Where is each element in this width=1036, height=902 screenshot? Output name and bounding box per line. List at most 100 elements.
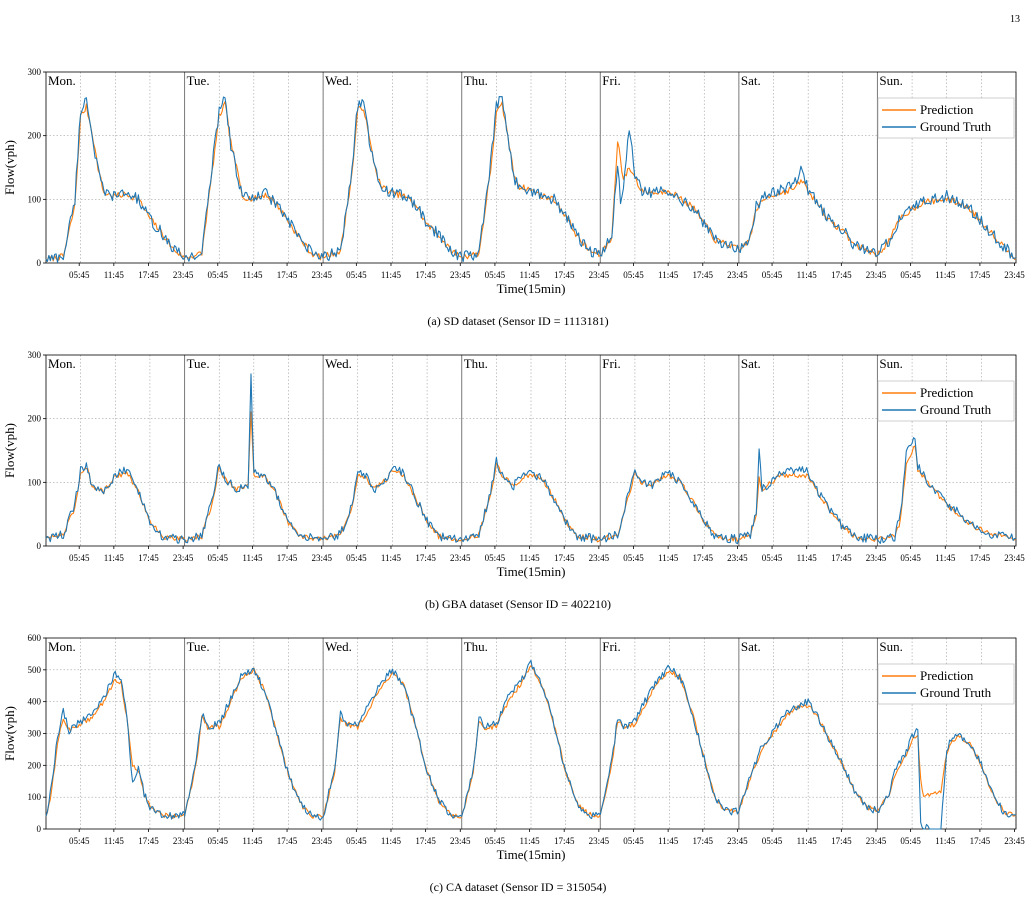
x-tick-label: 11:45 xyxy=(104,836,125,846)
x-tick-label: 17:45 xyxy=(831,270,852,280)
x-tick-label: 05:45 xyxy=(208,836,229,846)
plot-frame xyxy=(45,71,1017,264)
x-tick-label: 11:45 xyxy=(935,553,956,563)
x-tick-label: 11:45 xyxy=(519,270,540,280)
x-tick-label: 17:45 xyxy=(415,553,436,563)
x-tick-label: 11:45 xyxy=(935,836,956,846)
x-tick-label: 17:45 xyxy=(970,553,991,563)
day-label: Wed. xyxy=(325,73,352,88)
x-tick-label: 17:45 xyxy=(693,553,714,563)
legend-box xyxy=(877,97,1015,139)
legend-entry: Ground Truth xyxy=(920,119,992,134)
x-tick-label: 11:45 xyxy=(519,553,540,563)
y-tick-label: 200 xyxy=(28,760,42,770)
x-tick-label: 23:45 xyxy=(866,270,887,280)
x-axis-label: Time(15min) xyxy=(497,564,566,579)
x-tick-label: 05:45 xyxy=(485,836,506,846)
x-tick-label: 05:45 xyxy=(900,553,921,563)
x-tick-label: 17:45 xyxy=(554,553,575,563)
x-tick-label: 17:45 xyxy=(693,836,714,846)
x-tick-label: 05:45 xyxy=(900,270,921,280)
x-tick-label: 23:45 xyxy=(450,836,471,846)
day-label: Thu. xyxy=(464,356,488,371)
x-tick-label: 11:45 xyxy=(381,836,402,846)
x-axis-label: Time(15min) xyxy=(497,847,566,862)
legend-entry: Prediction xyxy=(920,668,974,683)
day-label: Mon. xyxy=(48,639,76,654)
x-tick-label: 11:45 xyxy=(242,553,263,563)
x-tick-label: 23:45 xyxy=(866,553,887,563)
x-tick-label: 23:45 xyxy=(727,270,748,280)
x-tick-label: 23:45 xyxy=(173,553,194,563)
x-tick-label: 17:45 xyxy=(831,553,852,563)
x-tick-label: 23:45 xyxy=(311,836,332,846)
x-tick-label: 05:45 xyxy=(762,553,783,563)
x-tick-label: 11:45 xyxy=(797,270,818,280)
x-tick-label: 17:45 xyxy=(970,270,991,280)
x-tick-label: 23:45 xyxy=(727,836,748,846)
series-line-ground-truth xyxy=(45,659,1017,830)
y-tick-label: 200 xyxy=(28,414,42,424)
series-line-prediction xyxy=(45,411,1017,543)
x-tick-label: 23:45 xyxy=(866,836,887,846)
caption-sd-dataset: (a) SD dataset (Sensor ID = 1113181) xyxy=(427,314,609,328)
grid xyxy=(46,638,1017,829)
day-label: Sat. xyxy=(741,356,761,371)
grid xyxy=(46,355,1017,546)
day-label: Tue. xyxy=(187,356,210,371)
y-axis-label: Flow(vph) xyxy=(2,706,17,761)
day-label: Fri. xyxy=(602,356,620,371)
x-tick-label: 11:45 xyxy=(242,270,263,280)
x-tick-label: 23:45 xyxy=(727,553,748,563)
x-tick-label: 05:45 xyxy=(623,836,644,846)
caption-gba-dataset: (b) GBA dataset (Sensor ID = 402210) xyxy=(424,597,612,611)
day-label: Fri. xyxy=(602,73,620,88)
legend: Prediction Ground Truth xyxy=(877,97,1015,139)
x-tick-label: 05:45 xyxy=(208,553,229,563)
y-tick-label: 300 xyxy=(28,350,42,360)
x-tick-label: 17:45 xyxy=(277,836,298,846)
x-tick-label: 11:45 xyxy=(658,270,679,280)
x-tick-label: 23:45 xyxy=(1004,553,1025,563)
legend-entry: Prediction xyxy=(920,385,974,400)
x-tick-label: 23:45 xyxy=(450,270,471,280)
x-tick-label: 05:45 xyxy=(900,836,921,846)
day-label: Sun. xyxy=(879,356,902,371)
chart-ca-dataset: Mon. Tue. Wed. Thu. Fri. Sat. Sun. 0 100 200 300 40… xyxy=(2,633,1025,862)
x-tick-label: 05:45 xyxy=(762,836,783,846)
x-tick-label: 05:45 xyxy=(69,270,90,280)
legend-entry: Ground Truth xyxy=(920,402,992,417)
x-tick-label: 17:45 xyxy=(277,553,298,563)
page-number: 13 xyxy=(1010,14,1020,25)
x-tick-label: 05:45 xyxy=(623,553,644,563)
x-axis-label: Time(15min) xyxy=(497,281,566,296)
y-tick-label: 0 xyxy=(37,258,42,268)
y-axis-label: Flow(vph) xyxy=(2,140,17,195)
day-label: Thu. xyxy=(464,639,488,654)
caption-ca-dataset: (c) CA dataset (Sensor ID = 315054) xyxy=(429,880,607,894)
x-tick-label: 05:45 xyxy=(69,553,90,563)
x-tick-label: 17:45 xyxy=(138,553,159,563)
day-label: Mon. xyxy=(48,73,76,88)
x-tick-label: 17:45 xyxy=(138,836,159,846)
x-tick-label: 17:45 xyxy=(415,270,436,280)
day-label: Tue. xyxy=(187,639,210,654)
day-label: Sun. xyxy=(879,73,902,88)
series-line-prediction xyxy=(45,665,1017,819)
day-label: Sat. xyxy=(741,73,761,88)
x-tick-label: 17:45 xyxy=(277,270,298,280)
y-tick-label: 500 xyxy=(28,665,42,675)
chart-gba-dataset: Mon. Tue. Wed. Thu. Fri. Sat. Sun. 0 100 200 300 05… xyxy=(2,350,1025,579)
x-tick-label: 05:45 xyxy=(485,270,506,280)
y-tick-label: 100 xyxy=(28,194,42,204)
y-tick-label: 100 xyxy=(28,477,42,487)
x-tick-label: 17:45 xyxy=(693,270,714,280)
x-tick-label: 05:45 xyxy=(346,836,367,846)
y-tick-label: 300 xyxy=(28,67,42,77)
day-label: Mon. xyxy=(48,356,76,371)
x-tick-label: 11:45 xyxy=(658,553,679,563)
x-tick-label: 23:45 xyxy=(450,553,471,563)
x-tick-label: 23:45 xyxy=(589,553,610,563)
x-tick-label: 23:45 xyxy=(173,270,194,280)
x-tick-label: 23:45 xyxy=(589,836,610,846)
